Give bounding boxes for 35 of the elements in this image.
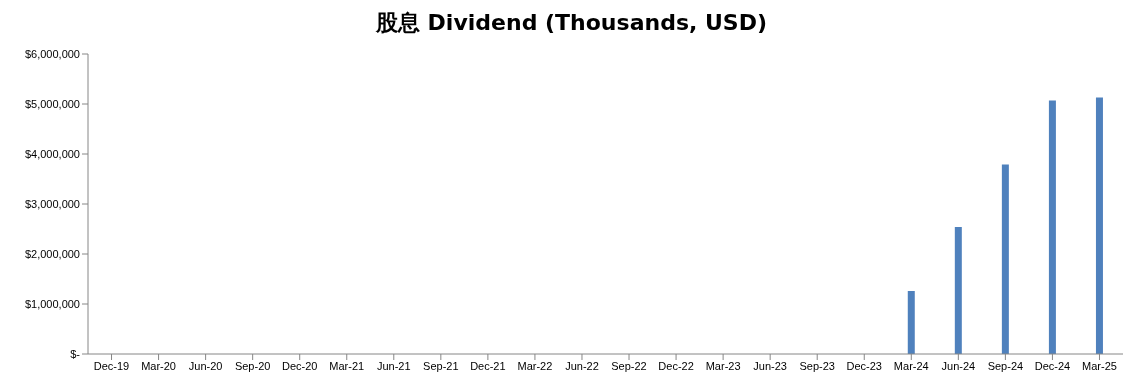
bar: [907, 291, 915, 354]
bar: [954, 227, 962, 354]
x-tick-label: Sep-20: [234, 359, 271, 372]
y-tick-label: $5,000,000: [24, 97, 80, 110]
y-tick-label: $1,000,000: [24, 297, 80, 310]
bar: [1001, 164, 1009, 354]
x-tick-label: Dec-22: [658, 359, 694, 372]
x-tick-label: Jun-21: [376, 359, 411, 372]
x-tick-label: Sep-23: [799, 359, 835, 372]
x-tick-label: Sep-24: [987, 359, 1024, 372]
x-tick-label: Jun-24: [941, 359, 976, 372]
y-tick-label: $3,000,000: [24, 197, 80, 210]
x-tick-label: Mar-21: [329, 359, 365, 372]
x-tick-label: Mar-24: [893, 359, 929, 372]
x-tick-label: Jun-23: [753, 359, 787, 372]
x-tick-label: Dec-20: [281, 359, 318, 372]
bar: [1048, 100, 1056, 354]
x-tick-label: Mar-25: [1082, 359, 1117, 372]
y-tick-label: $4,000,000: [24, 147, 80, 160]
x-tick-label: Jun-22: [565, 359, 599, 372]
x-tick-label: Sep-21: [423, 359, 459, 372]
y-tick-label: $6,000,000: [24, 47, 80, 60]
y-tick-label: $2,000,000: [24, 247, 80, 260]
x-tick-label: Jun-20: [188, 359, 223, 372]
x-tick-label: Mar-23: [705, 359, 741, 372]
x-tick-label: Mar-20: [141, 359, 176, 372]
x-tick-label: Dec-19: [93, 359, 130, 372]
x-tick-label: Dec-23: [846, 359, 882, 372]
bar: [1095, 97, 1103, 354]
chart-title: 股息 Dividend (Thousands, USD): [374, 9, 769, 37]
x-tick-label: Dec-21: [470, 359, 506, 372]
x-tick-label: Mar-22: [517, 359, 553, 372]
y-tick-label: $-: [70, 347, 81, 360]
x-tick-label: Sep-22: [611, 359, 647, 372]
x-tick-label: Dec-24: [1034, 359, 1071, 372]
